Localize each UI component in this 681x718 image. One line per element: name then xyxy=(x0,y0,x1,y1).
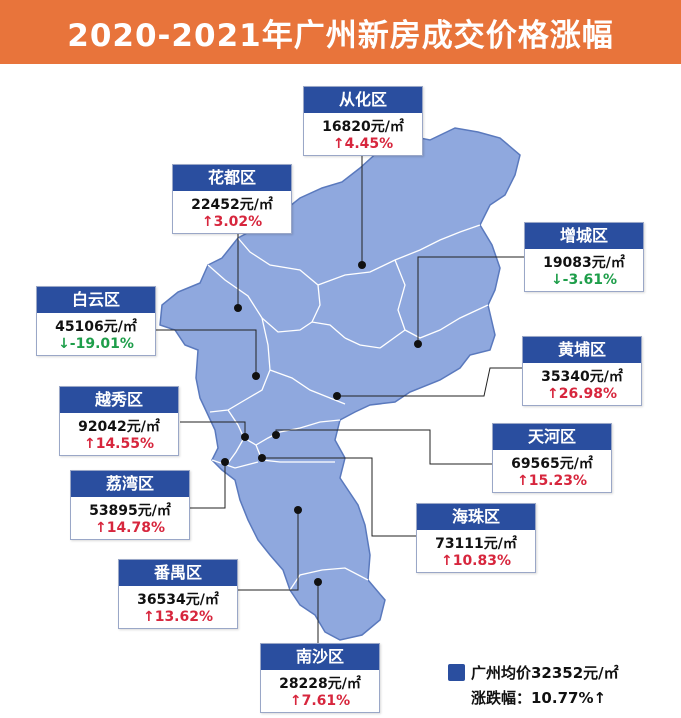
district-change: ↓-19.01% xyxy=(58,336,134,352)
district-change: ↑14.55% xyxy=(83,436,155,452)
legend: 广州均价32352元/㎡ 涨跌幅：10.77%↑ xyxy=(448,662,678,708)
district-change: ↑14.78% xyxy=(94,520,166,536)
leader-huangpu xyxy=(337,367,522,397)
card-tianhe: 天河区 69565元/㎡ ↑15.23% xyxy=(492,423,612,493)
card-baiyun: 白云区 45106元/㎡ ↓-19.01% xyxy=(36,286,156,356)
card-haizhu: 海珠区 73111元/㎡ ↑10.83% xyxy=(416,503,536,573)
district-name: 白云区 xyxy=(37,287,155,313)
district-price: 69565元/㎡ xyxy=(511,456,593,472)
dot-nansha xyxy=(314,578,322,586)
district-change: ↑26.98% xyxy=(546,386,618,402)
leader-lines xyxy=(156,152,524,655)
district-change: ↓-3.61% xyxy=(550,272,618,288)
leader-haizhu xyxy=(262,457,416,537)
dot-conghua xyxy=(358,261,366,269)
district-price: 45106元/㎡ xyxy=(55,319,137,335)
district-price: 28228元/㎡ xyxy=(279,676,361,692)
district-name: 荔湾区 xyxy=(71,471,189,497)
dot-baiyun xyxy=(252,372,260,380)
district-name: 南沙区 xyxy=(261,644,379,670)
dot-haizhu xyxy=(258,454,266,462)
district-name: 花都区 xyxy=(173,165,291,191)
card-yuexiu: 越秀区 92042元/㎡ ↑14.55% xyxy=(59,386,179,456)
card-nansha: 南沙区 28228元/㎡ ↑7.61% xyxy=(260,643,380,713)
card-liwan: 荔湾区 53895元/㎡ ↑14.78% xyxy=(70,470,190,540)
dot-huadu xyxy=(234,304,242,312)
district-price: 22452元/㎡ xyxy=(191,197,273,213)
dot-yuexiu xyxy=(241,433,249,441)
card-panyu: 番禺区 36534元/㎡ ↑13.62% xyxy=(118,559,238,629)
district-name: 从化区 xyxy=(304,87,422,113)
card-zengcheng: 增城区 19083元/㎡ ↓-3.61% xyxy=(524,222,644,292)
district-name: 天河区 xyxy=(493,424,611,450)
district-name: 番禺区 xyxy=(119,560,237,586)
card-conghua: 从化区 16820元/㎡ ↑4.45% xyxy=(303,86,423,156)
district-price: 53895元/㎡ xyxy=(89,503,171,519)
card-huangpu: 黄埔区 35340元/㎡ ↑26.98% xyxy=(522,336,642,406)
leader-baiyun xyxy=(156,329,257,376)
legend-change: 涨跌幅：10.77%↑ xyxy=(471,689,607,707)
district-price: 35340元/㎡ xyxy=(541,369,623,385)
leader-zengcheng xyxy=(417,256,524,344)
leader-yuexiu xyxy=(180,421,246,437)
guangzhou-outline xyxy=(159,127,521,641)
dot-liwan xyxy=(221,458,229,466)
page-title: 2020-2021年广州新房成交价格涨幅 xyxy=(67,17,614,54)
district-price: 73111元/㎡ xyxy=(435,536,517,552)
district-price: 92042元/㎡ xyxy=(78,419,160,435)
dot-huangpu xyxy=(333,392,341,400)
dot-panyu xyxy=(294,506,302,514)
district-price: 19083元/㎡ xyxy=(543,255,625,271)
district-change: ↑4.45% xyxy=(332,136,394,152)
dot-tianhe xyxy=(272,431,280,439)
dot-zengcheng xyxy=(414,340,422,348)
card-huadu: 花都区 22452元/㎡ ↑3.02% xyxy=(172,164,292,234)
legend-swatch xyxy=(448,664,465,681)
district-price: 36534元/㎡ xyxy=(137,592,219,608)
district-change: ↑3.02% xyxy=(201,214,263,230)
district-price: 16820元/㎡ xyxy=(322,119,404,135)
district-dots xyxy=(221,261,422,586)
district-name: 黄埔区 xyxy=(523,337,641,363)
leader-panyu xyxy=(236,510,299,591)
leader-liwan xyxy=(182,462,226,509)
district-change: ↑10.83% xyxy=(440,553,512,569)
district-change: ↑13.62% xyxy=(142,609,214,625)
district-change: ↑15.23% xyxy=(516,473,588,489)
district-name: 增城区 xyxy=(525,223,643,249)
district-change: ↑7.61% xyxy=(289,693,351,709)
legend-average: 广州均价32352元/㎡ xyxy=(471,664,619,682)
title-banner: 2020-2021年广州新房成交价格涨幅 xyxy=(0,0,681,64)
district-name: 海珠区 xyxy=(417,504,535,530)
district-name: 越秀区 xyxy=(60,387,178,413)
